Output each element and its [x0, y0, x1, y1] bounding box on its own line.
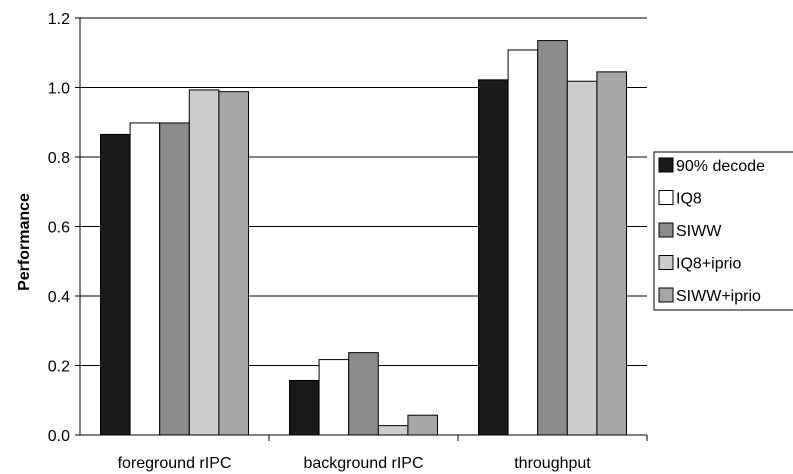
x-tick-label: throughput: [514, 455, 591, 472]
y-tick-label: 0.8: [48, 150, 70, 167]
y-tick-label: 0.4: [48, 289, 70, 306]
legend-box: [653, 151, 793, 311]
legend-label: 90% decode: [676, 158, 765, 175]
bar: [478, 79, 509, 436]
legend: 90% decode IQ8 SIWW IQ8+iprio SIWW+iprio: [653, 151, 793, 311]
bar: [289, 379, 320, 436]
bar: [318, 359, 350, 436]
axes: 0.0 0.2 0.4 0.6 0.8 1.0 1.2 foreground rIPC back…: [48, 11, 648, 472]
bar: [566, 80, 598, 436]
legend-label: SIWW+iprio: [676, 288, 761, 305]
bar: [348, 352, 379, 436]
legend-label: IQ8+iprio: [676, 256, 741, 273]
y-tick-label: 1.0: [48, 81, 70, 98]
bar: [129, 122, 161, 436]
legend-label: SIWW: [676, 223, 722, 240]
legend-swatch: [658, 255, 674, 270]
bar: [100, 133, 131, 436]
y-tick-label: 0.0: [48, 428, 70, 445]
y-tick-label: 0.2: [48, 359, 70, 376]
bar: [218, 91, 249, 436]
x-tick-label: background rIPC: [303, 455, 423, 472]
bar: [407, 414, 438, 436]
bar: [188, 89, 220, 436]
bar: [596, 71, 628, 436]
legend-swatch: [658, 222, 674, 238]
y-axis-title: Performance: [16, 193, 33, 291]
bar: [159, 122, 190, 436]
bar: [377, 425, 409, 436]
legend-swatch: [658, 287, 674, 303]
y-tick-label: 1.2: [48, 11, 70, 28]
bar: [537, 40, 568, 436]
y-tick-label: 0.6: [48, 220, 70, 237]
legend-swatch: [658, 190, 674, 205]
bars: [100, 40, 628, 436]
legend-swatch: [658, 157, 674, 173]
x-tick-label: foreground rIPC: [118, 455, 232, 472]
bar: [507, 49, 539, 436]
legend-label: IQ8: [676, 191, 702, 208]
